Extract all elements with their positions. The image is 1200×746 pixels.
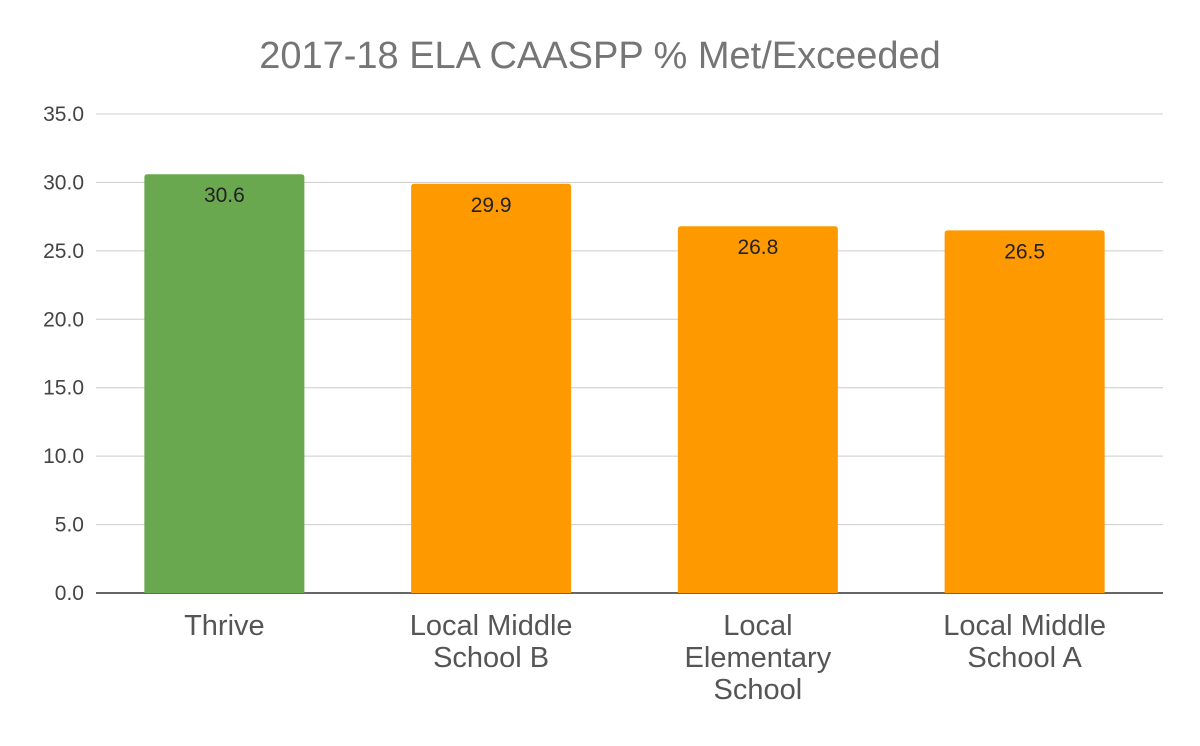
x-category-label: School A [967, 642, 1082, 674]
y-tick-label: 20.0 [43, 308, 84, 331]
bar [677, 226, 838, 594]
x-category-label: Local Middle [410, 610, 573, 642]
bar [411, 183, 572, 593]
y-tick-label: 5.0 [55, 514, 84, 537]
data-labels: 30.6 29.9 26.8 26.5 [204, 184, 1045, 263]
chart-title: 2017-18 ELA CAASPP % Met/Exceeded [259, 35, 941, 77]
y-tick-label: 15.0 [43, 377, 84, 400]
x-category-label: Thrive [184, 610, 265, 642]
data-label: 30.6 [204, 184, 245, 207]
x-category-label: Local [723, 610, 792, 642]
x-category-label: Local Middle [943, 610, 1106, 642]
bar [144, 174, 305, 593]
bar [944, 230, 1105, 594]
y-tick-label: 10.0 [43, 445, 84, 468]
y-tick-label: 35.0 [43, 103, 84, 126]
y-tick-label: 0.0 [55, 582, 84, 605]
x-category-label: Elementary [685, 642, 832, 674]
data-label: 26.8 [737, 236, 778, 259]
data-label: 29.9 [471, 194, 512, 217]
x-category-label: School [714, 674, 803, 706]
data-label: 26.5 [1004, 240, 1045, 263]
y-tick-label: 25.0 [43, 240, 84, 263]
y-axis-ticks: 0.0 5.0 10.0 15.0 20.0 25.0 30.0 35.0 [43, 103, 84, 605]
y-tick-label: 30.0 [43, 171, 84, 194]
x-category-label: School B [433, 642, 549, 674]
bars [144, 174, 1105, 594]
